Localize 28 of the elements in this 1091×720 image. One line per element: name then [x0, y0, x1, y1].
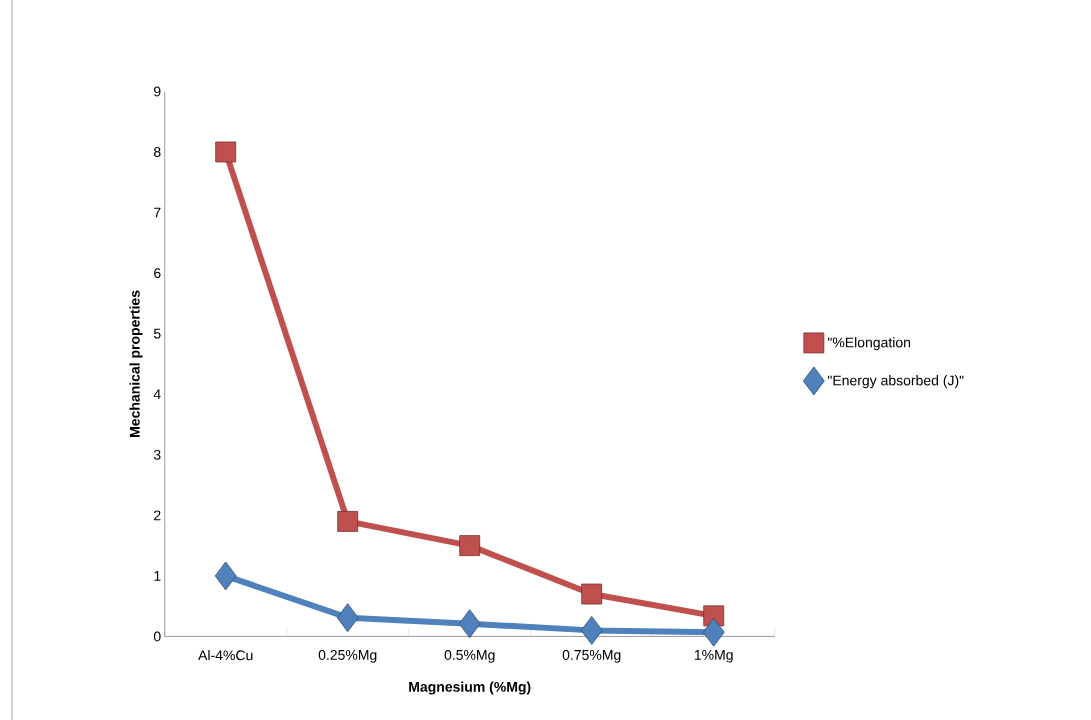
- y-tick-label: 3: [153, 449, 161, 460]
- x-tick-label: 1%Mg: [694, 649, 733, 663]
- x-tick-label: Al-4%Cu: [198, 649, 253, 661]
- legend-label: "%Elongation: [827, 337, 911, 351]
- point: [581, 583, 603, 605]
- point: [214, 561, 237, 591]
- y-tick-label: 9: [154, 86, 161, 97]
- x-axis-title: Magnesium (%Mg): [409, 681, 531, 695]
- x-tick-label: 0.25%Mg: [318, 649, 377, 663]
- x-tick-label: 0.5%Mg: [444, 649, 495, 663]
- point: [458, 609, 481, 639]
- y-axis-title: Mechanical properties: [129, 290, 143, 437]
- y-tick-label: 4: [153, 389, 161, 400]
- y-tick-label: 7: [154, 207, 161, 218]
- legend-label: "Energy absorbed (J)": [827, 375, 964, 389]
- point: [215, 141, 237, 163]
- point: [459, 535, 481, 556]
- y-tick-label: 1: [154, 571, 161, 581]
- x-tick-label: 0.75%Mg: [562, 649, 621, 663]
- point: [702, 617, 725, 647]
- point: [580, 615, 603, 645]
- y-tick-label: 8: [153, 147, 161, 157]
- y-tick-label: 0: [153, 631, 161, 642]
- y-tick-label: 6: [154, 268, 161, 279]
- point: [337, 510, 359, 532]
- point: [336, 603, 359, 633]
- y-tick-label: 2: [154, 510, 161, 521]
- y-tick-label: 5: [153, 328, 161, 339]
